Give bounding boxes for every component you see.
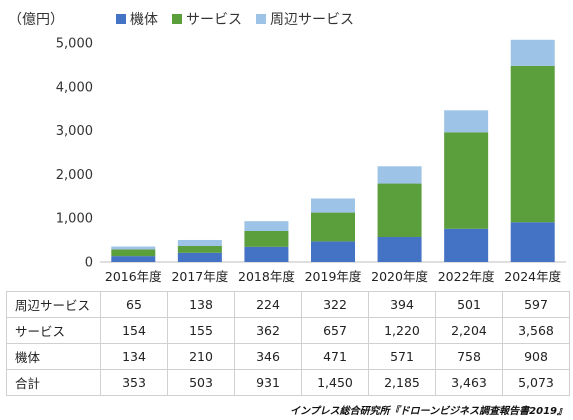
table-cell: 501 xyxy=(435,291,503,318)
table-cell: 5,073 xyxy=(502,369,570,396)
row-label: 合計 xyxy=(6,369,101,396)
x-tick-label: 2019年度 xyxy=(305,269,362,284)
table-cell: 597 xyxy=(502,291,570,318)
table-cell: 657 xyxy=(301,317,369,344)
legend-swatch-service xyxy=(172,14,182,24)
table-cell: 3,463 xyxy=(435,369,503,396)
y-tick-label: 4,000 xyxy=(56,80,93,95)
row-label: 機体 xyxy=(6,343,101,370)
table-cell: 2,185 xyxy=(368,369,436,396)
table-cell: 65 xyxy=(100,291,168,318)
row-label: 周辺サービス xyxy=(6,291,101,318)
x-tick-label: 2024年度 xyxy=(504,269,561,284)
data-table: 周辺サービス 65 138 224 322 394 501 597 サービス 154 155 362 6… xyxy=(6,291,570,396)
table-cell: 2,204 xyxy=(435,317,503,344)
bar-segment-machine xyxy=(177,252,222,262)
bar-segment-peripheral xyxy=(311,198,355,213)
bar-segment-machine xyxy=(111,256,156,262)
bar-segment-service xyxy=(311,212,355,242)
table-cell: 353 xyxy=(100,369,168,396)
bar-segment-peripheral xyxy=(111,246,156,250)
bar-segment-machine xyxy=(311,241,355,262)
bar-segment-service xyxy=(377,183,422,237)
y-tick-label: 0 xyxy=(85,256,93,271)
bar-segment-peripheral xyxy=(377,166,422,184)
bar-segment-peripheral xyxy=(444,110,489,133)
x-tick-label: 2017年度 xyxy=(171,269,228,284)
legend: 機体 サービス 周辺サービス xyxy=(116,9,354,29)
table-cell: 571 xyxy=(368,343,436,370)
table-cell: 471 xyxy=(301,343,369,370)
source-note: インプレス総合研究所『ドローンビジネス調査報告書2019』 xyxy=(289,406,567,417)
table-row: 機体 134 210 346 471 571 758 908 xyxy=(6,343,570,370)
table-cell: 154 xyxy=(100,317,168,344)
table-cell: 1,220 xyxy=(368,317,436,344)
legend-label-service: サービス xyxy=(186,12,242,28)
table-cell: 210 xyxy=(167,343,235,370)
row-label: サービス xyxy=(6,317,101,344)
legend-item-service: サービス xyxy=(172,9,242,29)
table-cell: 1,450 xyxy=(301,369,369,396)
unit-label: （億円） xyxy=(8,12,64,28)
bar-segment-service xyxy=(244,230,289,247)
y-tick-label: 1,000 xyxy=(56,212,93,227)
stacked-bar-chart: 0 1,000 2,000 3,000 4,000 5,000 2016年度 2017年度 20… xyxy=(56,37,566,284)
bar-segment-service xyxy=(444,132,489,229)
bar-segment-service xyxy=(177,246,222,253)
bar-segment-machine xyxy=(444,228,489,262)
bar-segment-machine xyxy=(510,222,555,262)
table-cell: 134 xyxy=(100,343,168,370)
table-cell: 346 xyxy=(234,343,302,370)
bar-segment-service xyxy=(111,249,156,257)
legend-swatch-machine xyxy=(116,14,126,24)
table-cell: 394 xyxy=(368,291,436,318)
table-cell: 503 xyxy=(167,369,235,396)
table-cell: 931 xyxy=(234,369,302,396)
bar-segment-machine xyxy=(377,236,422,262)
table-cell: 138 xyxy=(167,291,235,318)
legend-item-peripheral: 周辺サービス xyxy=(256,9,354,29)
legend-label-machine: 機体 xyxy=(130,12,158,28)
x-tick-label: 2018年度 xyxy=(238,269,295,284)
x-tick-label: 2020年度 xyxy=(371,269,428,284)
legend-item-machine: 機体 xyxy=(116,9,158,29)
table-cell: 224 xyxy=(234,291,302,318)
bar-segment-peripheral xyxy=(177,239,222,247)
bar-segment-peripheral xyxy=(510,39,555,66)
table-cell: 758 xyxy=(435,343,503,370)
y-tick-label: 3,000 xyxy=(56,124,93,139)
bar-segment-peripheral xyxy=(244,221,289,231)
table-cell: 322 xyxy=(301,291,369,318)
y-tick-label: 5,000 xyxy=(56,37,93,52)
table-cell: 362 xyxy=(234,317,302,344)
bar-segment-machine xyxy=(244,246,289,262)
y-tick-label: 2,000 xyxy=(56,168,93,183)
table-row: サービス 154 155 362 657 1,220 2,204 3,568 xyxy=(6,317,570,344)
x-tick-label: 2022年度 xyxy=(438,269,495,284)
table-row: 合計 353 503 931 1,450 2,185 3,463 5,073 xyxy=(6,369,570,396)
bar-segment-service xyxy=(510,65,555,223)
legend-label-peripheral: 周辺サービス xyxy=(270,12,354,28)
x-tick-label: 2016年度 xyxy=(105,269,162,284)
legend-swatch-peripheral xyxy=(256,14,266,24)
table-cell: 155 xyxy=(167,317,235,344)
table-row: 周辺サービス 65 138 224 322 394 501 597 xyxy=(6,291,570,318)
table-cell: 908 xyxy=(502,343,570,370)
table-cell: 3,568 xyxy=(502,317,570,344)
